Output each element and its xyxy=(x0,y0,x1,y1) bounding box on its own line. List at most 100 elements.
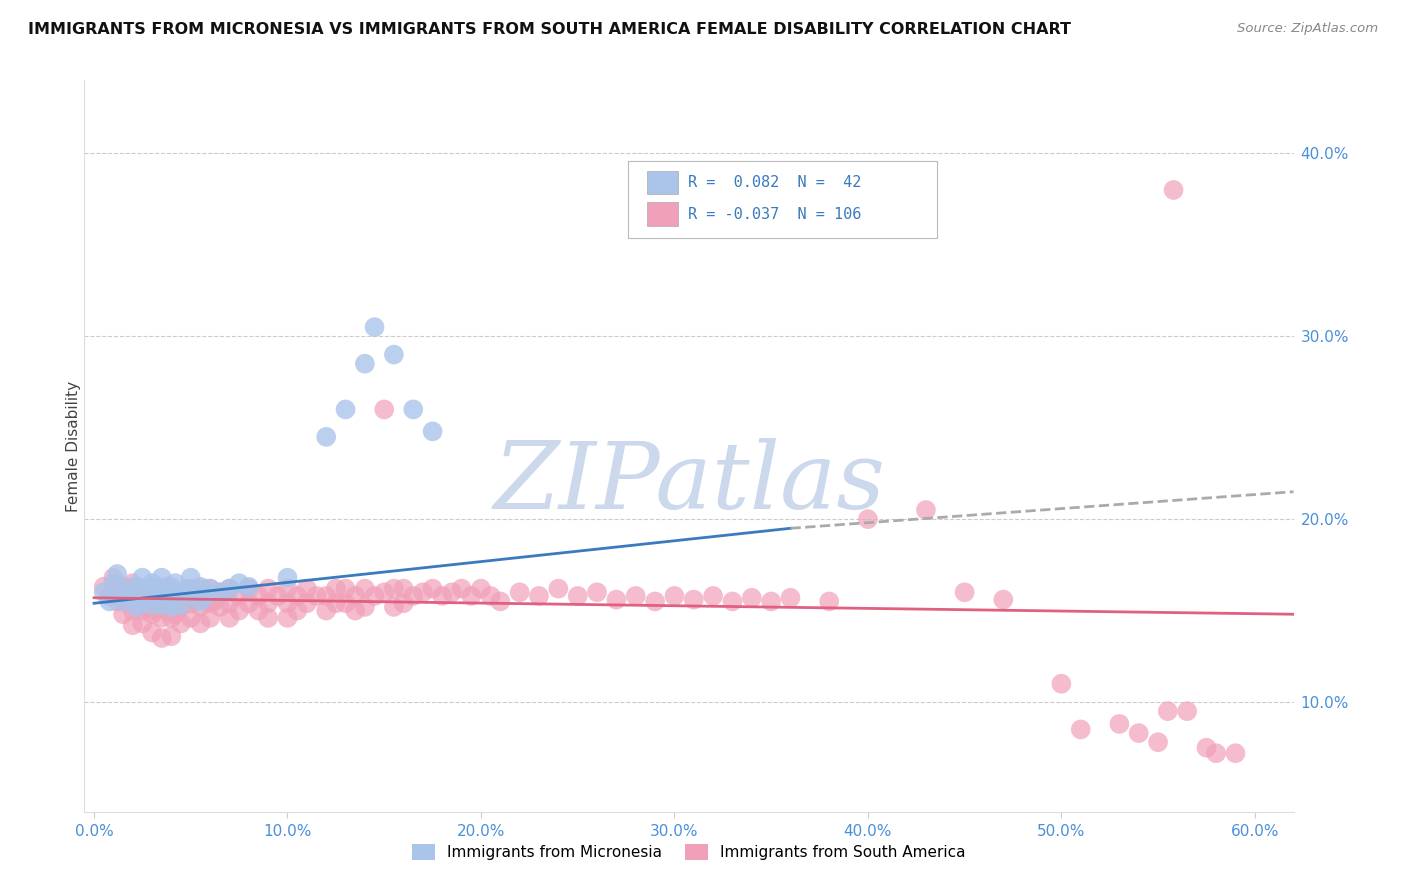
Point xyxy=(103,571,125,585)
Point xyxy=(160,629,183,643)
Point xyxy=(741,591,763,605)
Point xyxy=(305,589,328,603)
Point xyxy=(1108,717,1130,731)
Point xyxy=(150,582,173,596)
Point xyxy=(183,585,205,599)
Point xyxy=(285,603,308,617)
Point xyxy=(141,580,163,594)
Point xyxy=(759,594,782,608)
Point xyxy=(141,607,163,622)
FancyBboxPatch shape xyxy=(647,171,678,194)
Point xyxy=(1163,183,1185,197)
Point xyxy=(121,591,143,605)
Point xyxy=(238,582,260,596)
Point xyxy=(170,616,193,631)
Point xyxy=(165,576,187,591)
Point xyxy=(208,585,231,599)
Point xyxy=(131,582,153,596)
Text: ZIPatlas: ZIPatlas xyxy=(494,438,884,527)
Point xyxy=(198,582,221,596)
Point xyxy=(460,589,482,603)
Point xyxy=(202,594,225,608)
Point xyxy=(432,589,454,603)
Point xyxy=(118,585,141,599)
Point xyxy=(440,585,463,599)
Point xyxy=(218,582,240,596)
Point xyxy=(1175,704,1198,718)
Point xyxy=(103,576,125,591)
Point xyxy=(112,594,135,608)
Point xyxy=(682,592,704,607)
Point xyxy=(136,599,159,614)
Point xyxy=(315,430,337,444)
Point xyxy=(98,589,121,603)
Point xyxy=(121,580,143,594)
Point xyxy=(141,598,163,612)
Text: R = -0.037  N = 106: R = -0.037 N = 106 xyxy=(688,207,860,221)
Point xyxy=(190,616,212,631)
Point xyxy=(136,585,159,599)
Point xyxy=(664,589,686,603)
Point xyxy=(170,585,193,599)
Point xyxy=(605,592,627,607)
Point xyxy=(131,571,153,585)
Point xyxy=(180,589,202,603)
Point xyxy=(325,596,347,610)
Point xyxy=(382,582,405,596)
Point xyxy=(422,582,444,596)
Point xyxy=(344,603,367,617)
Point xyxy=(125,580,148,594)
Point xyxy=(402,589,425,603)
Point xyxy=(183,592,205,607)
Point xyxy=(257,596,280,610)
Point xyxy=(915,503,938,517)
Point xyxy=(363,589,385,603)
Point xyxy=(118,589,141,603)
Point xyxy=(509,585,531,599)
Point xyxy=(190,594,212,608)
Point xyxy=(779,591,801,605)
Point xyxy=(170,585,193,599)
Point xyxy=(1050,676,1073,690)
Point xyxy=(150,596,173,610)
Point xyxy=(325,582,347,596)
Text: Source: ZipAtlas.com: Source: ZipAtlas.com xyxy=(1237,22,1378,36)
Point xyxy=(276,596,298,610)
Point xyxy=(121,576,143,591)
Point xyxy=(335,402,357,417)
Point xyxy=(1195,740,1218,755)
Point xyxy=(180,582,202,596)
Point xyxy=(180,571,202,585)
Point xyxy=(276,611,298,625)
Point xyxy=(247,589,270,603)
Point xyxy=(247,603,270,617)
Point xyxy=(953,585,976,599)
Point xyxy=(198,611,221,625)
Point xyxy=(165,607,187,622)
Point xyxy=(160,596,183,610)
Point xyxy=(190,580,212,594)
Point xyxy=(479,589,502,603)
Point xyxy=(295,596,318,610)
Point xyxy=(238,580,260,594)
Point xyxy=(489,594,512,608)
Point xyxy=(412,585,434,599)
Point xyxy=(105,567,128,582)
Point xyxy=(170,598,193,612)
Point xyxy=(344,589,367,603)
Text: R =  0.082  N =  42: R = 0.082 N = 42 xyxy=(688,175,860,190)
Text: IMMIGRANTS FROM MICRONESIA VS IMMIGRANTS FROM SOUTH AMERICA FEMALE DISABILITY CO: IMMIGRANTS FROM MICRONESIA VS IMMIGRANTS… xyxy=(28,22,1071,37)
Point xyxy=(150,585,173,599)
Point xyxy=(285,589,308,603)
Point xyxy=(176,582,198,596)
FancyBboxPatch shape xyxy=(628,161,936,237)
Point xyxy=(382,348,405,362)
Point xyxy=(98,594,121,608)
Point xyxy=(402,402,425,417)
Point xyxy=(382,599,405,614)
Point xyxy=(257,582,280,596)
Point xyxy=(993,592,1015,607)
Point xyxy=(267,589,290,603)
Point xyxy=(1128,726,1150,740)
Point xyxy=(527,589,550,603)
